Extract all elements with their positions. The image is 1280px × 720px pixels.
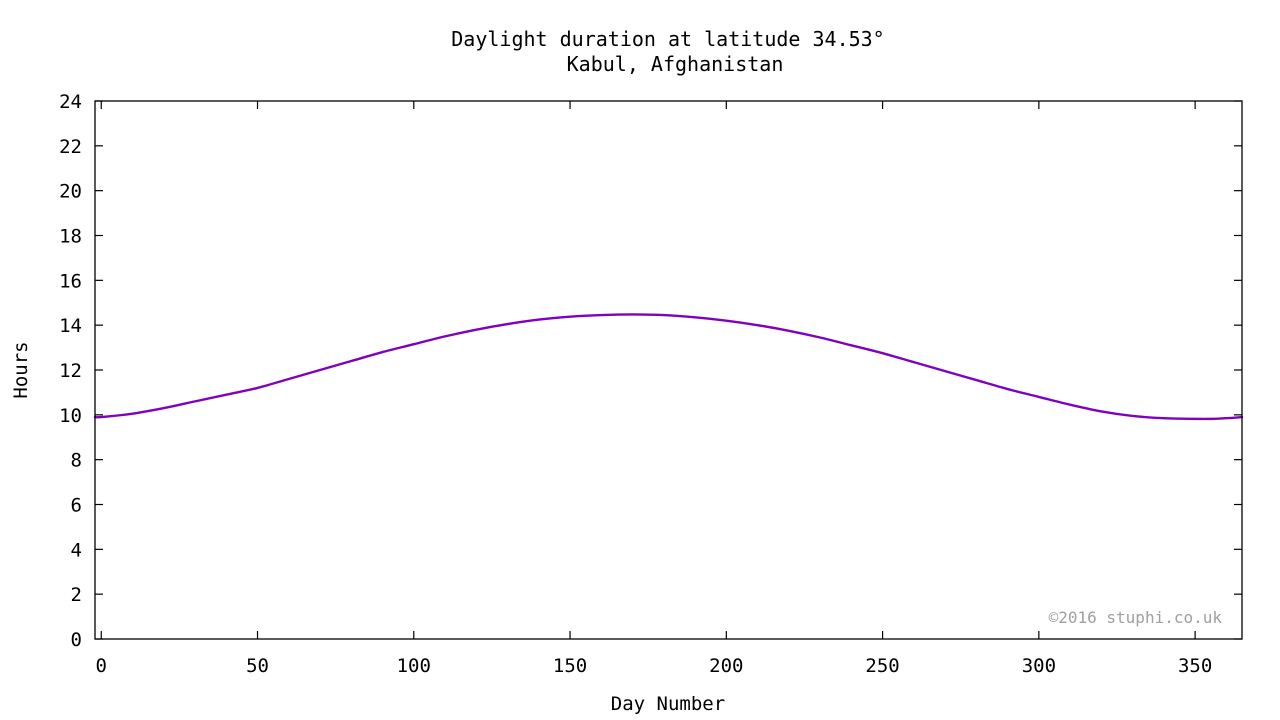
axis-ticks — [95, 100, 1242, 640]
x-tick-label: 300 — [1022, 655, 1056, 677]
y-tick-label: 0 — [71, 629, 82, 651]
y-axis-label: Hours — [10, 341, 32, 398]
y-tick-label: 14 — [59, 315, 82, 337]
x-tick-label: 0 — [96, 655, 107, 677]
x-axis-label: Day Number — [611, 693, 725, 715]
y-tick-label: 24 — [59, 91, 82, 113]
y-tick-label: 2 — [71, 584, 82, 606]
x-tick-label: 150 — [553, 655, 587, 677]
chart-title: Daylight duration at latitude 34.53° — [451, 27, 884, 51]
y-tick-label: 8 — [71, 450, 82, 472]
y-tick-label: 22 — [59, 136, 82, 158]
y-tick-label: 4 — [71, 539, 82, 561]
x-tick-label: 100 — [397, 655, 431, 677]
y-tick-label: 6 — [71, 495, 82, 517]
y-tick-label: 18 — [59, 226, 82, 248]
plot-frame — [94, 100, 1243, 640]
chart-subtitle: Kabul, Afghanistan — [567, 52, 784, 76]
tick-labels: 0 50 100 150 200 250 300 3500246810121416182022… — [59, 91, 1212, 677]
x-tick-label: 350 — [1178, 655, 1212, 677]
y-tick-label: 10 — [59, 405, 82, 427]
y-tick-label: 12 — [59, 360, 82, 382]
daylight-series-line — [93, 313, 1244, 421]
copyright-credit: ©2016 stuphi.co.uk — [1049, 608, 1223, 627]
x-tick-label: 50 — [246, 655, 269, 677]
y-tick-label: 16 — [59, 270, 82, 292]
y-tick-label: 20 — [59, 181, 82, 203]
x-tick-label: 200 — [709, 655, 743, 677]
x-tick-label: 250 — [865, 655, 899, 677]
